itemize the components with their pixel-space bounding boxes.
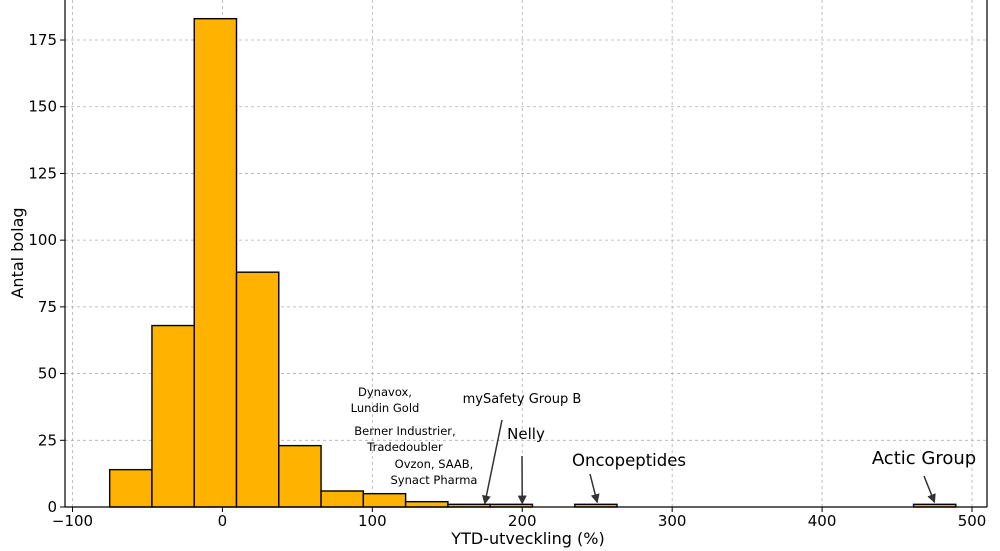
y-axis-label: Antal bolag — [8, 207, 27, 298]
histogram-bar — [235, 271, 280, 508]
annotation-label: Nelly — [507, 425, 545, 443]
annotation-label: Ovzon, SAAB, Synact Pharma — [391, 457, 478, 487]
y-tick-label: 75 — [38, 298, 57, 316]
histogram-bar — [151, 324, 195, 508]
histogram-bar — [320, 490, 365, 508]
x-axis-label: YTD-utveckling (%) — [450, 529, 604, 548]
annotation-arrow — [589, 473, 600, 504]
x-tick-label: 400 — [808, 512, 837, 530]
y-tick-label: 125 — [28, 164, 57, 182]
histogram-bar — [278, 444, 322, 508]
annotation-label: Oncopeptides — [572, 451, 686, 470]
x-tick-label: 0 — [218, 512, 228, 530]
grid-lines — [65, 0, 987, 508]
y-tick-label: 0 — [47, 498, 57, 516]
annotations: Dynavox, Lundin Gold Berner Industrier, Tra… — [351, 385, 976, 505]
annotation-arrow — [481, 419, 503, 505]
annotation-label: Actic Group — [872, 448, 976, 469]
y-tick-label: 175 — [28, 31, 57, 49]
annotation-arrow — [923, 475, 936, 504]
y-tick-label: 50 — [38, 365, 57, 383]
x-tick-label: 300 — [658, 512, 687, 530]
histogram-bar — [362, 492, 407, 508]
histogram-bar — [193, 17, 238, 508]
histogram-bars — [108, 17, 957, 508]
annotation-label: Dynavox, Lundin Gold — [351, 385, 420, 415]
annotation-label: mySafety Group B — [463, 392, 582, 407]
x-tick-label: 500 — [958, 512, 987, 530]
y-tick-label: 25 — [38, 431, 57, 449]
x-tick-label: 200 — [508, 512, 537, 530]
x-tick-label: 100 — [358, 512, 387, 530]
y-tick-label: 100 — [28, 231, 57, 249]
annotation-label: Berner Industrier, Tradedoubler — [354, 424, 455, 454]
y-tick-label: 150 — [28, 98, 57, 116]
histogram-bar — [404, 500, 449, 508]
x-tick-label: −100 — [52, 512, 93, 530]
histogram-bar — [108, 468, 153, 508]
